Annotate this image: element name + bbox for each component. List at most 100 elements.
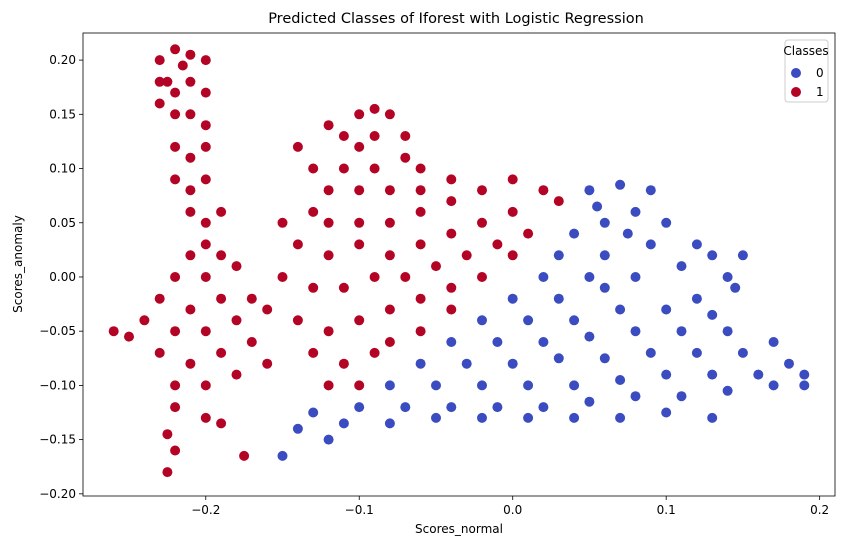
x-tick-label: 0.1	[657, 503, 676, 517]
point-class-1-8	[154, 98, 165, 109]
point-class-0-78	[308, 407, 319, 418]
point-class-1-64	[308, 347, 319, 358]
point-class-1-86	[415, 206, 426, 217]
point-class-0-60	[538, 402, 549, 413]
legend: Classes 0 1	[783, 39, 829, 103]
point-class-1-89	[507, 174, 518, 185]
point-class-1-52	[239, 450, 250, 461]
point-class-1-59	[308, 282, 319, 293]
point-class-0-47	[431, 380, 441, 391]
point-class-0-23	[523, 315, 534, 326]
point-class-0-76	[277, 450, 288, 461]
point-class-1-88	[477, 185, 487, 196]
point-class-0-37	[461, 358, 472, 369]
point-class-1-2	[185, 49, 196, 60]
point-class-1-84	[354, 217, 365, 228]
point-class-1-28	[185, 304, 196, 315]
point-class-0-73	[661, 407, 672, 418]
point-class-0-66	[338, 418, 349, 429]
point-class-1-25	[200, 272, 211, 282]
point-class-1-63	[354, 315, 365, 326]
point-class-1-7	[200, 87, 211, 98]
point-class-1-39	[185, 358, 196, 369]
point-class-1-85	[384, 217, 395, 228]
point-class-1-79	[415, 163, 426, 174]
point-class-1-106	[446, 282, 457, 293]
point-class-1-45	[262, 358, 273, 369]
point-class-1-96	[538, 185, 549, 196]
point-class-0-3	[599, 217, 610, 228]
point-class-1-98	[400, 272, 411, 282]
point-class-1-101	[492, 239, 503, 250]
y-tick-label: −0.05	[39, 324, 76, 338]
point-class-0-5	[569, 228, 580, 239]
point-class-0-13	[630, 272, 641, 282]
point-class-1-65	[338, 358, 349, 369]
point-class-1-108	[507, 250, 518, 261]
y-tick-label: −0.10	[39, 378, 76, 392]
point-class-1-110	[415, 326, 426, 337]
x-axis-title: Scores_normal	[415, 522, 503, 536]
point-class-1-19	[200, 217, 211, 228]
y-tick-label: 0.05	[49, 216, 76, 230]
point-class-0-57	[400, 402, 411, 413]
point-class-1-83	[446, 174, 457, 185]
point-class-1-56	[292, 239, 303, 250]
point-class-0-12	[584, 272, 595, 282]
point-class-1-46	[170, 402, 181, 413]
point-class-0-4	[630, 206, 641, 217]
point-class-1-10	[185, 109, 196, 120]
point-class-0-7	[553, 250, 564, 261]
point-class-1-102	[523, 228, 534, 239]
point-class-1-35	[262, 304, 273, 315]
point-class-0-31	[584, 331, 595, 342]
point-class-1-48	[216, 418, 227, 429]
point-class-1-0	[154, 55, 165, 66]
y-tick-label: −0.15	[39, 433, 76, 447]
point-class-1-11	[200, 120, 211, 131]
point-class-0-25	[615, 304, 626, 315]
point-class-1-13	[185, 152, 196, 163]
point-class-1-12	[170, 141, 181, 152]
point-class-0-20	[691, 293, 702, 304]
point-class-1-38	[154, 347, 165, 358]
point-class-1-68	[354, 380, 365, 391]
point-class-1-30	[246, 293, 257, 304]
point-class-0-1	[615, 179, 626, 190]
point-class-0-41	[645, 347, 656, 358]
point-class-1-99	[431, 261, 441, 272]
point-class-0-34	[722, 326, 733, 337]
point-class-0-6	[661, 217, 672, 228]
point-class-0-71	[569, 412, 580, 423]
point-class-1-23	[216, 250, 227, 261]
point-class-0-0	[584, 185, 595, 196]
point-class-0-39	[553, 353, 564, 364]
point-class-0-48	[477, 380, 487, 391]
point-class-1-73	[354, 141, 365, 152]
point-class-0-64	[722, 385, 733, 396]
point-class-1-1	[170, 44, 181, 55]
point-class-1-75	[400, 131, 411, 141]
legend-label-0: 0	[816, 66, 824, 80]
point-class-0-27	[707, 309, 718, 320]
point-class-0-24	[569, 315, 580, 326]
point-class-1-9	[170, 109, 181, 120]
point-class-1-116	[162, 76, 173, 87]
point-class-1-15	[170, 174, 181, 185]
point-class-0-19	[599, 282, 610, 293]
point-class-1-72	[338, 131, 349, 141]
point-class-1-43	[200, 380, 211, 391]
point-class-0-42	[691, 347, 702, 358]
point-class-1-66	[369, 347, 380, 358]
point-class-1-6	[185, 76, 196, 87]
point-class-1-76	[338, 163, 349, 174]
point-class-1-40	[216, 347, 227, 358]
chart-title: Predicted Classes of Iforest with Logist…	[268, 11, 644, 27]
point-class-1-91	[384, 250, 395, 261]
point-class-1-33	[200, 326, 211, 337]
point-class-0-56	[354, 402, 365, 413]
point-class-1-27	[154, 293, 165, 304]
point-class-0-22	[477, 315, 487, 326]
y-tick-label: −0.20	[39, 487, 76, 501]
